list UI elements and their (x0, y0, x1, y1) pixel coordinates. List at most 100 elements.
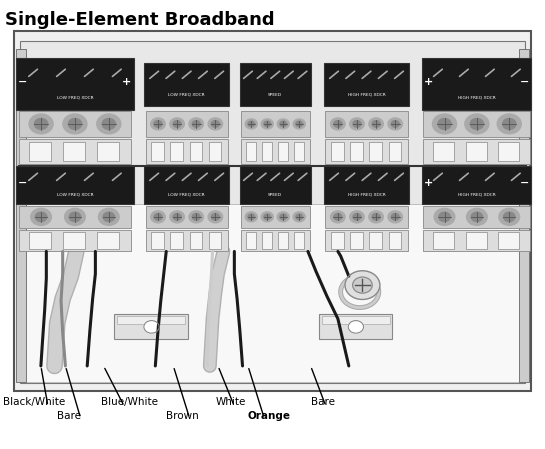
Bar (262, 142, 272, 161)
Bar (63, 142, 85, 161)
Circle shape (388, 211, 403, 223)
Circle shape (471, 212, 482, 221)
Bar (20, 41, 525, 383)
Circle shape (192, 121, 200, 127)
Bar (146, 139, 228, 164)
Text: LOW FREQ XDCR: LOW FREQ XDCR (168, 193, 205, 197)
Circle shape (330, 118, 345, 130)
Circle shape (504, 212, 515, 221)
Bar (498, 233, 519, 249)
Bar (190, 142, 202, 161)
Bar (171, 233, 183, 249)
Bar (117, 316, 185, 324)
Text: Brown: Brown (166, 411, 199, 421)
Circle shape (173, 121, 181, 127)
Bar (277, 233, 288, 249)
Text: HIGH FREQ XDCR: HIGH FREQ XDCR (458, 95, 496, 99)
Circle shape (434, 208, 455, 225)
Circle shape (277, 212, 289, 222)
Circle shape (248, 121, 255, 127)
Text: Bare: Bare (311, 397, 335, 407)
Bar (16, 49, 26, 382)
Circle shape (369, 118, 383, 130)
Bar (324, 166, 409, 204)
Bar (190, 233, 202, 249)
Text: +: + (425, 178, 433, 188)
Circle shape (170, 211, 184, 223)
Circle shape (211, 214, 220, 220)
Bar (423, 111, 530, 137)
Bar (29, 233, 51, 249)
Bar (325, 111, 408, 137)
Circle shape (261, 212, 273, 222)
Circle shape (154, 121, 162, 127)
Bar (422, 166, 531, 204)
Circle shape (144, 321, 159, 333)
Bar (294, 233, 304, 249)
Circle shape (350, 211, 364, 223)
Circle shape (261, 119, 273, 129)
Circle shape (465, 114, 489, 134)
Circle shape (372, 214, 380, 220)
Circle shape (245, 212, 257, 222)
Text: HIGH FREQ XDCR: HIGH FREQ XDCR (458, 193, 496, 197)
Bar (146, 230, 228, 251)
Bar (144, 63, 229, 106)
Bar (29, 142, 51, 161)
Text: LOW FREQ XDCR: LOW FREQ XDCR (57, 95, 93, 99)
Text: White: White (215, 397, 246, 407)
Bar (209, 233, 221, 249)
Circle shape (173, 214, 181, 220)
Bar (465, 233, 487, 249)
Bar (331, 142, 343, 161)
Bar (19, 206, 131, 228)
Bar (389, 233, 401, 249)
Circle shape (280, 121, 287, 127)
Circle shape (467, 208, 487, 225)
Bar (422, 58, 531, 110)
Circle shape (264, 121, 270, 127)
Circle shape (264, 214, 270, 220)
Text: −: − (520, 178, 530, 188)
Circle shape (102, 119, 116, 129)
Circle shape (388, 118, 403, 130)
Text: SPEED: SPEED (268, 93, 282, 97)
Bar (20, 204, 525, 382)
Bar (19, 230, 131, 251)
Circle shape (189, 211, 203, 223)
Bar (433, 233, 454, 249)
Text: HIGH FREQ XDCR: HIGH FREQ XDCR (348, 93, 385, 97)
Circle shape (296, 214, 302, 220)
Bar (331, 233, 343, 249)
Bar (171, 142, 183, 161)
Bar (152, 233, 164, 249)
Circle shape (353, 214, 361, 220)
Bar (240, 63, 311, 106)
Bar (325, 139, 408, 164)
Bar (465, 142, 487, 161)
Bar (423, 139, 530, 164)
Bar (16, 166, 134, 204)
Circle shape (208, 118, 223, 130)
Circle shape (150, 211, 165, 223)
Bar (423, 230, 530, 251)
Text: −: − (18, 178, 28, 188)
Circle shape (248, 214, 255, 220)
Text: SPEED: SPEED (268, 193, 282, 197)
Circle shape (438, 119, 451, 129)
Bar (241, 230, 310, 251)
Bar (241, 139, 310, 164)
Circle shape (293, 119, 305, 129)
Circle shape (372, 121, 380, 127)
Bar (240, 166, 311, 204)
Circle shape (296, 121, 302, 127)
Circle shape (502, 119, 516, 129)
Bar (294, 142, 304, 161)
Bar (325, 230, 408, 251)
Circle shape (330, 211, 345, 223)
Bar (350, 233, 362, 249)
Bar (262, 233, 272, 249)
Bar (114, 314, 188, 339)
Circle shape (499, 208, 519, 225)
Circle shape (99, 208, 119, 225)
